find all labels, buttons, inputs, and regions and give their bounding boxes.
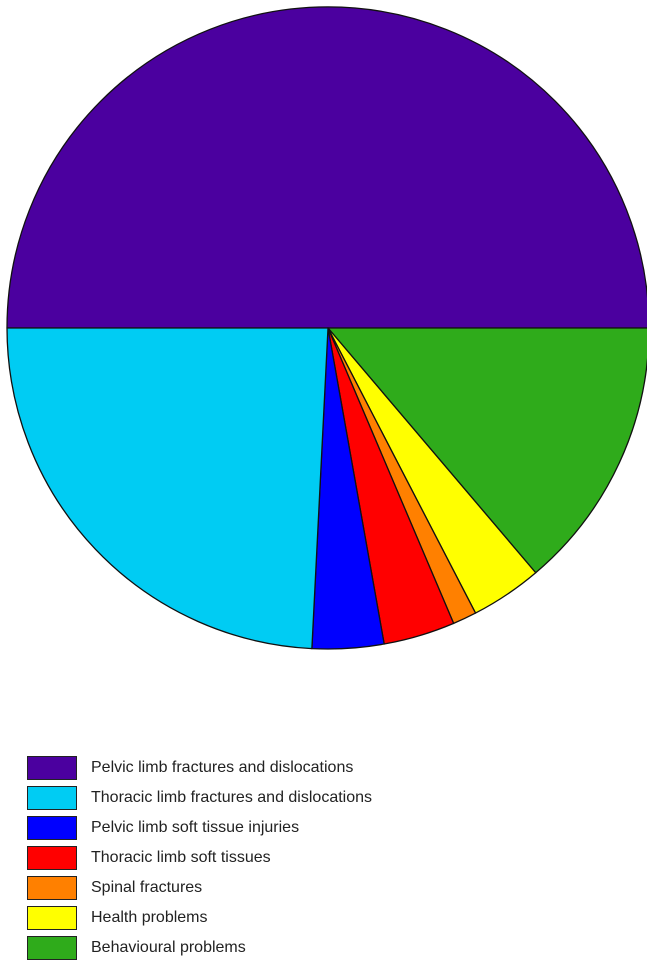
legend-label: Pelvic limb soft tissue injuries — [91, 819, 300, 836]
pie-slice-6 — [6, 327, 329, 650]
pie-plot — [6, 6, 647, 650]
legend-label: Thoracic limb fractures and dislocations — [91, 789, 373, 806]
legend-label: Spinal fractures — [91, 879, 203, 896]
legend-label: Behavioural problems — [91, 939, 246, 956]
legend-item: Pelvic limb fractures and dislocations — [27, 753, 627, 783]
legend-swatch — [27, 816, 77, 840]
legend-item: Spinal fractures — [27, 873, 627, 903]
legend-swatch — [27, 906, 77, 930]
legend-item: Pelvic limb soft tissue injuries — [27, 813, 627, 843]
pie-slice-0 — [6, 6, 647, 329]
legend-label: Pelvic limb fractures and dislocations — [91, 759, 354, 776]
legend-label: Thoracic limb soft tissues — [91, 849, 271, 866]
legend-item: Thoracic limb soft tissues — [27, 843, 627, 873]
legend-item: Thoracic limb fractures and dislocations — [27, 783, 627, 813]
legend-swatch — [27, 936, 77, 960]
legend-swatch — [27, 876, 77, 900]
legend: Pelvic limb fractures and dislocations Th… — [27, 753, 627, 962]
legend-label: Health problems — [91, 909, 208, 926]
legend-item: Behavioural problems — [27, 933, 627, 962]
legend-swatch — [27, 846, 77, 870]
legend-item: Health problems — [27, 903, 627, 933]
legend-swatch — [27, 786, 77, 810]
legend-swatch — [27, 756, 77, 780]
pie-slice-1 — [327, 327, 647, 574]
